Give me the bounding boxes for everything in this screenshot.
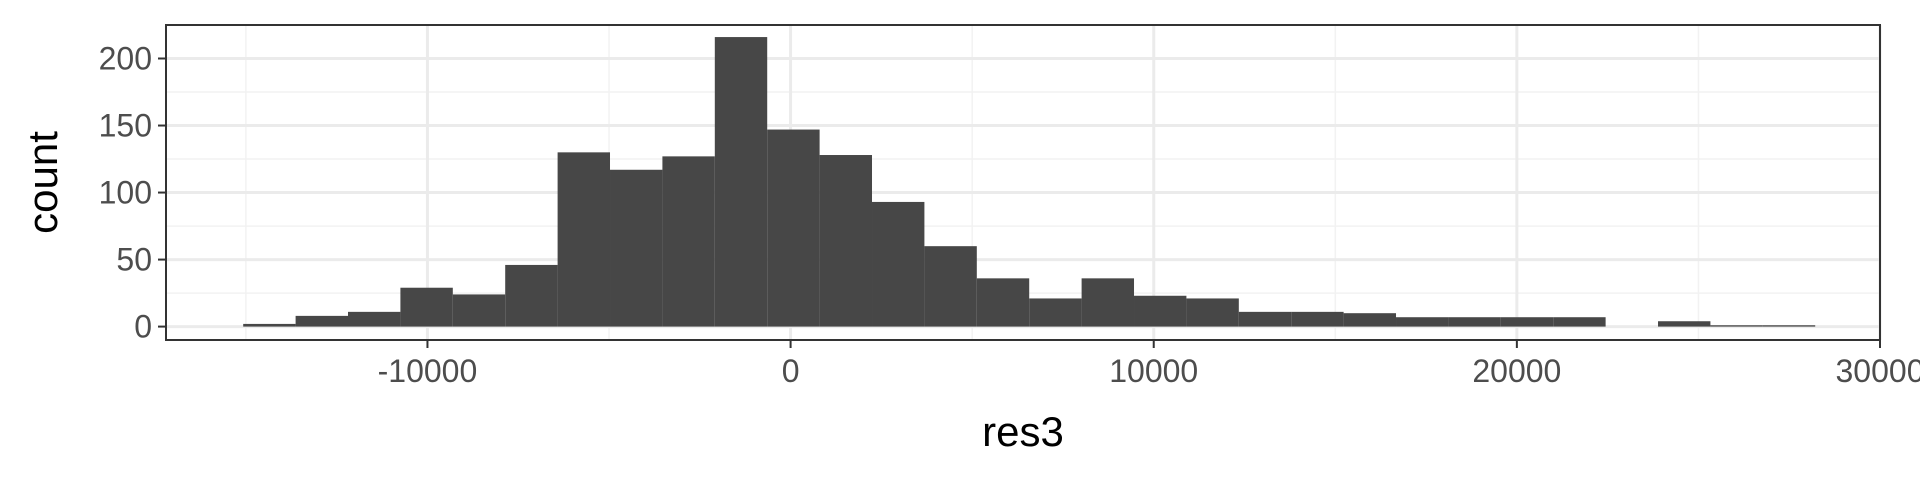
x-tick-label: 30000 <box>1836 353 1920 389</box>
histogram-bar <box>452 294 506 327</box>
y-tick-label: 200 <box>99 41 152 77</box>
y-tick-label: 100 <box>99 175 152 211</box>
histogram-bar <box>1448 317 1501 327</box>
histogram-bar <box>1553 317 1606 327</box>
histogram-bar <box>505 264 558 327</box>
y-tick-label: 0 <box>134 309 152 345</box>
histogram-bars <box>243 37 1816 327</box>
histogram-bar <box>348 311 401 327</box>
histogram-bar <box>767 129 820 327</box>
histogram-bar <box>714 37 768 327</box>
histogram-bar <box>1762 325 1816 327</box>
histogram-bar <box>295 315 349 327</box>
histogram-bar <box>1186 298 1239 327</box>
histogram-bar <box>1343 313 1397 327</box>
histogram-bar <box>243 323 296 327</box>
histogram-bar <box>1658 321 1711 327</box>
x-axis-title: res3 <box>982 408 1064 455</box>
histogram-bar <box>1081 278 1135 327</box>
histogram-bar <box>610 169 663 327</box>
y-tick-label: 150 <box>99 108 152 144</box>
x-axis: -10000 0 10000 20000 30000 <box>378 340 1920 389</box>
x-tick-label: 10000 <box>1109 353 1198 389</box>
histogram-bar <box>662 156 715 327</box>
histogram-bar <box>1238 311 1292 327</box>
y-axis-title: count <box>19 131 66 234</box>
histogram-bar <box>924 246 977 327</box>
x-tick-label: -10000 <box>378 353 478 389</box>
y-tick-label: 50 <box>116 242 152 278</box>
histogram-bar <box>1029 298 1082 327</box>
histogram-bar <box>872 201 925 327</box>
x-tick-label: 0 <box>782 353 800 389</box>
histogram-bar <box>400 287 453 327</box>
histogram-bar <box>1396 317 1449 327</box>
histogram-bar <box>1134 295 1187 327</box>
histogram-bar <box>1291 311 1344 327</box>
histogram-bar <box>976 278 1030 327</box>
x-tick-label: 20000 <box>1472 353 1561 389</box>
histogram-bar <box>557 152 611 327</box>
y-axis: 0 50 100 150 200 <box>99 41 166 345</box>
histogram-bar <box>819 155 873 327</box>
histogram-bar <box>1710 325 1763 327</box>
panel-border <box>165 24 1881 341</box>
histogram-bar <box>1500 317 1554 327</box>
